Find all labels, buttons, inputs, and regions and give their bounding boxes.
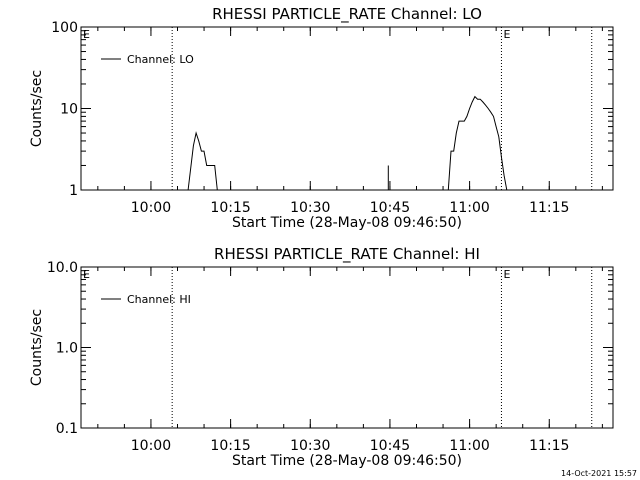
x-tick-label: 10:30 (290, 438, 330, 454)
chart-panel-1: RHESSI PARTICLE_RATE Channel: LO 10:00 10:… (29, 5, 614, 231)
x-axis-label: Start Time (28-May-08 09:46:50) (232, 453, 462, 469)
footer-timestamp: 14-Oct-2021 15:57 (561, 469, 637, 478)
y-axis-label: Counts/sec (29, 70, 45, 147)
x-tick-label: 11:00 (449, 438, 489, 454)
x-tick-label: 10:00 (131, 200, 171, 216)
x-axis-label: Start Time (28-May-08 09:46:50) (232, 215, 462, 231)
x-tick-label: 10:30 (290, 200, 330, 216)
eclipse-marker: E (83, 28, 90, 41)
x-tick-label: 11:00 (449, 200, 489, 216)
y-tick-label: 1.0 (56, 341, 78, 357)
y-tick-label: 1 (69, 183, 78, 199)
y-axis-label: Counts/sec (29, 309, 45, 386)
series-line (447, 95, 508, 191)
x-tick-label: 11:15 (529, 200, 569, 216)
chart-title: RHESSI PARTICLE_RATE Channel: HI (214, 245, 480, 264)
y-tick-label: 0.1 (56, 421, 78, 437)
legend-label: Channel: LO (127, 53, 194, 66)
legend-label: Channel: HI (127, 293, 191, 306)
chart-title: RHESSI PARTICLE_RATE Channel: LO (212, 5, 482, 24)
y-tick-label: 10.0 (47, 260, 78, 276)
x-tick-label: 11:15 (529, 438, 569, 454)
y-tick-label: 100 (51, 20, 78, 36)
x-tick-label: 10:00 (131, 438, 171, 454)
x-tick-label: 10:15 (210, 438, 250, 454)
plot-frame (80, 266, 614, 429)
x-tick-label: 10:45 (370, 200, 410, 216)
y-tick-label: 10 (60, 102, 78, 118)
plot-frame (80, 26, 614, 191)
x-tick-label: 10:15 (210, 200, 250, 216)
eclipse-marker: E (83, 268, 90, 281)
eclipse-marker: E (503, 268, 510, 281)
x-tick-label: 10:45 (370, 438, 410, 454)
series-line (187, 131, 218, 191)
eclipse-marker: E (503, 28, 510, 41)
chart-panel-2: RHESSI PARTICLE_RATE Channel: HI 10:00 10:… (29, 245, 614, 469)
